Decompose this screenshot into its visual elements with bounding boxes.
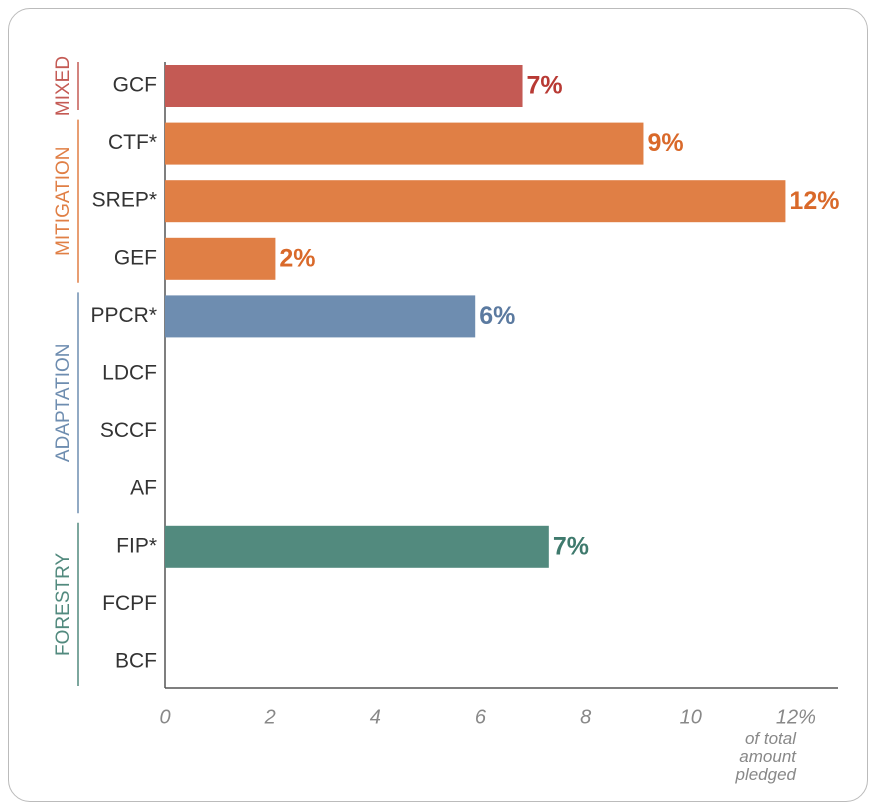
category-label: GEF [114, 246, 157, 269]
value-label: 12% [789, 187, 839, 215]
group-label: MIXED [53, 56, 74, 116]
group-label: ADAPTATION [53, 344, 74, 463]
bar [165, 237, 276, 280]
x-tick-label: 2 [264, 706, 276, 728]
value-label: 9% [647, 129, 683, 157]
category-label: CTF* [108, 131, 157, 154]
category-label: AF [130, 477, 157, 500]
value-label: 6% [479, 302, 515, 330]
value-label: 7% [553, 532, 589, 560]
x-tick-label: 6 [475, 706, 487, 728]
category-label: GCF [113, 74, 157, 97]
bar [165, 525, 549, 568]
category-label: SREP* [92, 189, 157, 212]
bar [165, 295, 476, 338]
x-tick-label: 4 [370, 706, 381, 728]
value-label: 7% [527, 72, 563, 100]
category-label: LDCF [102, 362, 157, 385]
x-tick-label: 0 [159, 706, 170, 728]
card [8, 8, 868, 802]
bar [165, 180, 786, 223]
value-label: 2% [279, 244, 315, 272]
x-tick-label: 10 [680, 706, 702, 728]
category-label: PPCR* [90, 304, 157, 327]
category-label: FCPF [102, 592, 157, 615]
x-tick-label: 8 [580, 706, 591, 728]
category-label: SCCF [100, 419, 157, 442]
bar [165, 65, 523, 107]
category-label: BCF [115, 650, 157, 673]
bar [165, 122, 644, 165]
x-axis-label: of total amount pledged [735, 729, 796, 784]
group-label: MITIGATION [53, 146, 74, 255]
category-label: FIP* [116, 534, 157, 557]
x-tick-label: 12% [776, 706, 816, 728]
group-label: FORESTRY [53, 553, 74, 656]
